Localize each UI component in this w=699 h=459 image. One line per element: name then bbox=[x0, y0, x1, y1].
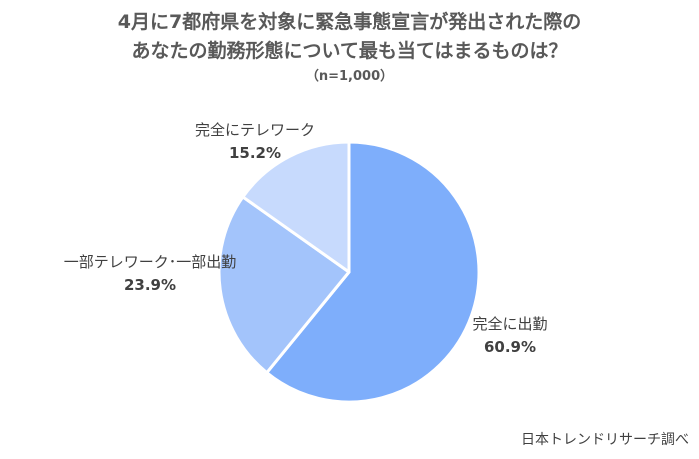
slice-name: 完全に出勤 bbox=[472, 315, 548, 333]
slice-label-hybrid: 一部テレワーク･一部出勤 23.9% bbox=[50, 251, 250, 297]
slice-label-full-remote: 完全にテレワーク 15.2% bbox=[180, 119, 330, 165]
title-line-2: あなたの勤務形態について最も当てはまるものは？ bbox=[131, 40, 568, 62]
slice-label-full-office: 完全に出勤 60.9% bbox=[450, 313, 570, 359]
title-line-1: 4月に7都府県を対象に緊急事態宣言が発出された際の bbox=[117, 11, 582, 33]
slice-value: 60.9% bbox=[483, 338, 537, 356]
source-note: 日本トレンドリサーチ調べ bbox=[521, 432, 689, 448]
pie-slice-0 bbox=[265, 140, 481, 404]
slice-name: 完全にテレワーク bbox=[194, 121, 315, 139]
pie-slice-1 bbox=[217, 195, 351, 375]
chart-subtitle: （n=1,000） bbox=[305, 69, 394, 84]
slice-value: 23.9% bbox=[123, 276, 177, 294]
chart-title: 4月に7都府県を対象に緊急事態宣言が発出された際の あなたの勤務形態について最も… bbox=[0, 8, 699, 87]
slice-name: 一部テレワーク･一部出勤 bbox=[63, 253, 237, 271]
pie-slice-2 bbox=[241, 140, 351, 274]
slice-value: 15.2% bbox=[228, 144, 282, 162]
